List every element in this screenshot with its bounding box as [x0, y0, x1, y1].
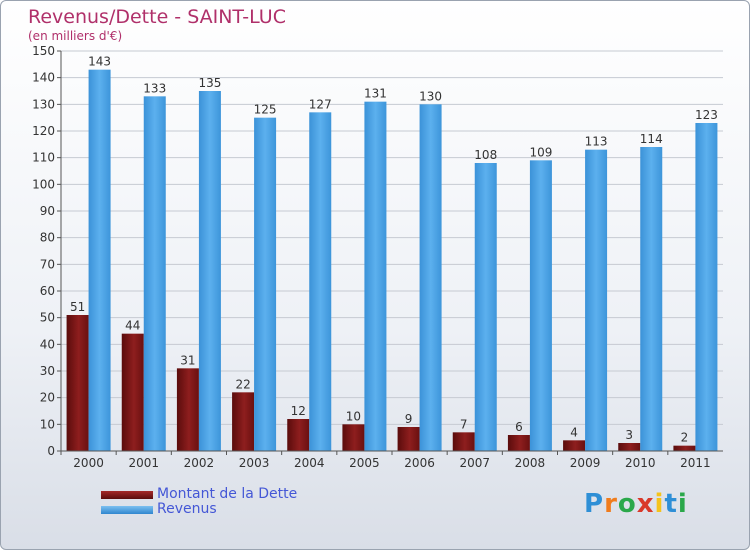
- label-revenus-2011: 123: [695, 108, 718, 122]
- bar-dette-2010: [618, 443, 641, 451]
- legend-label-revenus: Revenus: [157, 501, 217, 517]
- label-revenus-2006: 130: [419, 89, 442, 103]
- bar-revenus-2011: [695, 123, 718, 451]
- x-tick-label-2011: 2011: [680, 456, 711, 470]
- x-tick-label-2009: 2009: [570, 456, 601, 470]
- label-dette-2001: 44: [125, 319, 140, 333]
- label-dette-2006: 9: [405, 412, 413, 426]
- x-tick-label-2004: 2004: [294, 456, 325, 470]
- bar-dette-2003: [232, 392, 255, 451]
- legend-swatch-dette: [101, 491, 153, 499]
- x-tick-label-2003: 2003: [239, 456, 270, 470]
- label-dette-2003: 22: [235, 377, 250, 391]
- bar-revenus-2009: [585, 149, 608, 451]
- label-dette-2004: 12: [291, 404, 306, 418]
- y-tick-label: 40: [40, 337, 55, 351]
- label-dette-2000: 51: [70, 300, 85, 314]
- bar-dette-2005: [342, 424, 365, 451]
- y-tick-label: 0: [47, 444, 55, 458]
- x-tick-label-2002: 2002: [184, 456, 215, 470]
- y-tick-label: 20: [40, 391, 55, 405]
- bar-revenus-2006: [419, 104, 442, 451]
- label-revenus-2008: 109: [529, 145, 552, 159]
- y-tick-label: 10: [40, 417, 55, 431]
- y-tick-label: 60: [40, 284, 55, 298]
- label-dette-2007: 7: [460, 417, 468, 431]
- grid-lines: [61, 50, 723, 452]
- bar-dette-2008: [507, 435, 530, 451]
- label-revenus-2004: 127: [309, 97, 332, 111]
- label-revenus-2007: 108: [474, 148, 497, 162]
- label-revenus-2000: 143: [88, 55, 111, 69]
- bar-dette-2011: [673, 445, 696, 451]
- label-revenus-2003: 125: [254, 103, 277, 117]
- bar-dette-2007: [452, 432, 475, 451]
- x-tick-label-2000: 2000: [73, 456, 104, 470]
- bar-dette-2006: [397, 427, 420, 451]
- bar-revenus-2004: [309, 112, 332, 451]
- bar-dette-2004: [287, 419, 310, 451]
- y-tick-label: 140: [32, 71, 55, 85]
- bar-dette-2009: [563, 440, 586, 451]
- bar-revenus-2003: [254, 117, 277, 452]
- label-revenus-2005: 131: [364, 87, 387, 101]
- y-axis-ticks: 0 10 20 30 40 50 60 70 80 90 100 110 120 130 140 150: [32, 44, 61, 458]
- y-tick-label: 70: [40, 257, 55, 271]
- label-dette-2005: 10: [346, 409, 361, 423]
- y-tick-label: 110: [32, 151, 55, 165]
- x-tick-label-2001: 2001: [128, 456, 159, 470]
- label-revenus-2001: 133: [143, 81, 166, 95]
- label-dette-2002: 31: [180, 353, 195, 367]
- y-tick-label: 100: [32, 177, 55, 191]
- y-tick-label: 150: [32, 44, 55, 58]
- data-labels: 51 143 44 133 31 135 22 125 12 127 10 131 9 130 7 108 6 1…: [70, 55, 718, 445]
- bar-revenus-2001: [143, 96, 166, 451]
- bar-revenus-2000: [88, 69, 111, 452]
- bar-revenus-2005: [364, 101, 387, 452]
- x-tick-label-2010: 2010: [625, 456, 656, 470]
- x-tick-label-2005: 2005: [349, 456, 380, 470]
- bar-dette-2000: [66, 315, 89, 451]
- y-tick-label: 50: [40, 311, 55, 325]
- label-revenus-2002: 135: [198, 76, 221, 90]
- x-tick-label-2008: 2008: [515, 456, 546, 470]
- y-tick-label: 90: [40, 204, 55, 218]
- y-tick-label: 30: [40, 364, 55, 378]
- label-revenus-2010: 114: [640, 132, 663, 146]
- legend-swatch-revenus: [101, 506, 153, 514]
- bar-dette-2001: [121, 333, 144, 451]
- label-dette-2010: 3: [625, 428, 633, 442]
- bars: [66, 69, 718, 452]
- label-revenus-2009: 113: [585, 135, 608, 149]
- label-dette-2009: 4: [570, 425, 578, 439]
- bar-revenus-2010: [640, 147, 663, 451]
- x-tick-label-2007: 2007: [459, 456, 490, 470]
- y-tick-label: 130: [32, 97, 55, 111]
- bar-revenus-2002: [198, 91, 221, 451]
- x-tick-label-2006: 2006: [404, 456, 435, 470]
- legend-label-dette: Montant de la Dette: [157, 486, 298, 502]
- chart-title: Revenus/Dette - SAINT-LUC: [28, 6, 286, 28]
- proxiti-logo: Proxiti: [584, 489, 688, 519]
- chart-subtitle: (en milliers d'€): [28, 29, 123, 43]
- label-dette-2008: 6: [515, 420, 523, 434]
- y-tick-label: 80: [40, 231, 55, 245]
- y-tick-label: 120: [32, 124, 55, 138]
- x-axis-ticks: 2000 2001 2002 2003 2004 2005 2006 2007 2008 2009…: [60, 451, 711, 470]
- bar-dette-2002: [176, 368, 199, 451]
- bar-revenus-2007: [474, 163, 497, 451]
- label-dette-2011: 2: [681, 431, 689, 445]
- bar-revenus-2008: [529, 160, 552, 452]
